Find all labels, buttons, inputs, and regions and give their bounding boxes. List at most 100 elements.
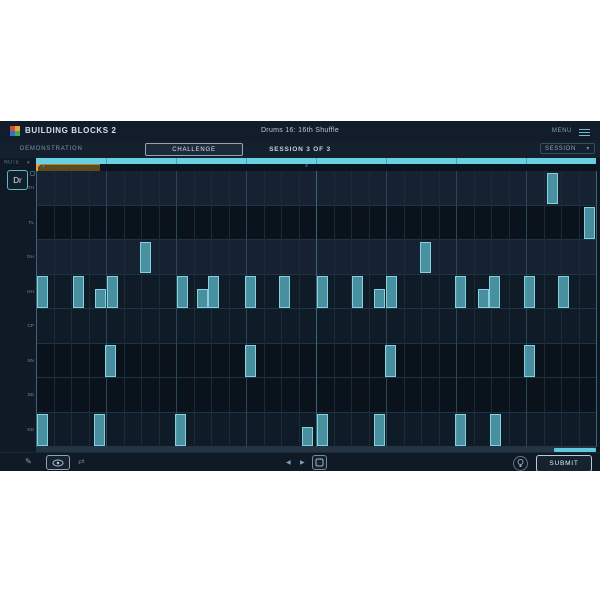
- note[interactable]: [174, 414, 186, 446]
- note[interactable]: [489, 414, 501, 446]
- ruler-label: 1: [42, 164, 45, 169]
- note[interactable]: [72, 276, 84, 308]
- note[interactable]: [104, 345, 116, 377]
- gridline: [333, 171, 335, 447]
- app-title: BUILDING BLOCKS 2: [25, 126, 117, 135]
- gridline: [368, 171, 370, 447]
- top-bar: BUILDING BLOCKS 2 Drums 16: 16th Shuffle…: [0, 121, 600, 142]
- note[interactable]: [557, 276, 569, 308]
- gridline: [193, 171, 195, 447]
- note[interactable]: [93, 414, 105, 446]
- note[interactable]: [523, 345, 535, 377]
- loopbar-tick: [316, 158, 317, 164]
- note[interactable]: [384, 345, 396, 377]
- gridline: [263, 171, 265, 447]
- pencil-icon[interactable]: ✎: [25, 457, 32, 466]
- hint-button[interactable]: [513, 456, 528, 471]
- note[interactable]: [207, 276, 219, 308]
- note[interactable]: [419, 241, 431, 273]
- session-dropdown-label: SESSION: [545, 145, 576, 152]
- loop-icon: [315, 458, 324, 467]
- note[interactable]: [244, 345, 256, 377]
- note[interactable]: [244, 276, 256, 308]
- bottom-toolbar: ✎ ⇄ ◀ ▶ SUBMIT: [0, 452, 600, 471]
- gridline: [421, 171, 422, 447]
- tab-challenge[interactable]: CHALLENGE: [145, 143, 243, 156]
- ghost-note[interactable]: [196, 288, 208, 308]
- note[interactable]: [454, 276, 466, 308]
- gridline: [316, 171, 317, 447]
- gridline: [473, 171, 475, 447]
- chevron-down-icon: ▾: [586, 146, 590, 152]
- ghost-note[interactable]: [477, 288, 489, 308]
- menu-button[interactable]: MENU: [551, 128, 572, 134]
- gridline: [228, 171, 230, 447]
- note[interactable]: [385, 276, 397, 308]
- note-panel: NOTE ▾ Dr TH TL OH HH CP SN SD KD: [0, 158, 37, 452]
- gridline: [386, 171, 387, 447]
- row-label-sn: SN: [27, 358, 34, 364]
- gridline: [578, 171, 580, 447]
- scrollbar-thumb[interactable]: [554, 447, 596, 452]
- loopbar-tick: [456, 158, 457, 164]
- note[interactable]: [373, 414, 385, 446]
- note[interactable]: [278, 276, 290, 308]
- ghost-note[interactable]: [94, 288, 106, 308]
- note[interactable]: [546, 172, 558, 204]
- note[interactable]: [488, 276, 500, 308]
- gridline: [211, 171, 212, 447]
- row-label-tl: TL: [28, 220, 34, 226]
- loopbar-tick: [106, 158, 107, 164]
- note-selector[interactable]: NOTE: [4, 160, 20, 166]
- note[interactable]: [351, 276, 363, 308]
- row-label-oh: OH: [26, 254, 34, 260]
- session-dropdown[interactable]: SESSION ▾: [540, 143, 595, 154]
- note[interactable]: [106, 276, 118, 308]
- row-label-cp: CP: [27, 323, 34, 329]
- ghost-note[interactable]: [373, 288, 385, 308]
- shuffle-icon[interactable]: ⇄: [78, 457, 85, 466]
- gridline: [176, 171, 177, 447]
- gridline: [543, 171, 545, 447]
- horizontal-scrollbar[interactable]: [36, 447, 596, 452]
- note[interactable]: [583, 207, 595, 239]
- note[interactable]: [316, 414, 328, 446]
- gridline: [596, 171, 597, 447]
- gridline: [491, 171, 492, 447]
- loopbar-tick: [386, 158, 387, 164]
- gridline: [526, 171, 527, 447]
- note[interactable]: [139, 241, 151, 273]
- eye-button[interactable]: [46, 455, 70, 470]
- ghost-note[interactable]: [301, 426, 313, 446]
- sequencer-grid[interactable]: [36, 171, 597, 447]
- row-label-kd: KD: [27, 427, 34, 433]
- prev-button[interactable]: ◀: [286, 460, 291, 466]
- next-button[interactable]: ▶: [300, 460, 305, 466]
- gridline: [403, 171, 405, 447]
- instrument-badge[interactable]: Dr: [7, 170, 28, 190]
- row-label-hh: HH: [27, 289, 34, 295]
- note[interactable]: [316, 276, 328, 308]
- gridline: [298, 171, 300, 447]
- row-label-sd: SD: [27, 392, 34, 398]
- hamburger-icon[interactable]: [579, 127, 590, 136]
- preset-title: Drums 16: 16th Shuffle: [260, 127, 340, 134]
- note[interactable]: [523, 276, 535, 308]
- gridline: [561, 171, 562, 447]
- submit-button[interactable]: SUBMIT: [536, 455, 592, 471]
- gridline: [158, 171, 160, 447]
- ruler-label: 3: [305, 164, 308, 169]
- note[interactable]: [36, 276, 48, 308]
- tab-demonstration[interactable]: DEMONSTRATION: [20, 146, 83, 152]
- eye-icon: [52, 459, 64, 466]
- loop-region-button[interactable]: [312, 455, 327, 470]
- note[interactable]: [36, 414, 48, 446]
- gridline: [88, 171, 90, 447]
- badge-marker-icon: [30, 171, 35, 176]
- loopbar-tick: [246, 158, 247, 164]
- note[interactable]: [454, 414, 466, 446]
- lightbulb-icon: [517, 459, 524, 467]
- playhead-marker[interactable]: [36, 164, 41, 171]
- loop-bar[interactable]: [36, 158, 596, 164]
- note[interactable]: [176, 276, 188, 308]
